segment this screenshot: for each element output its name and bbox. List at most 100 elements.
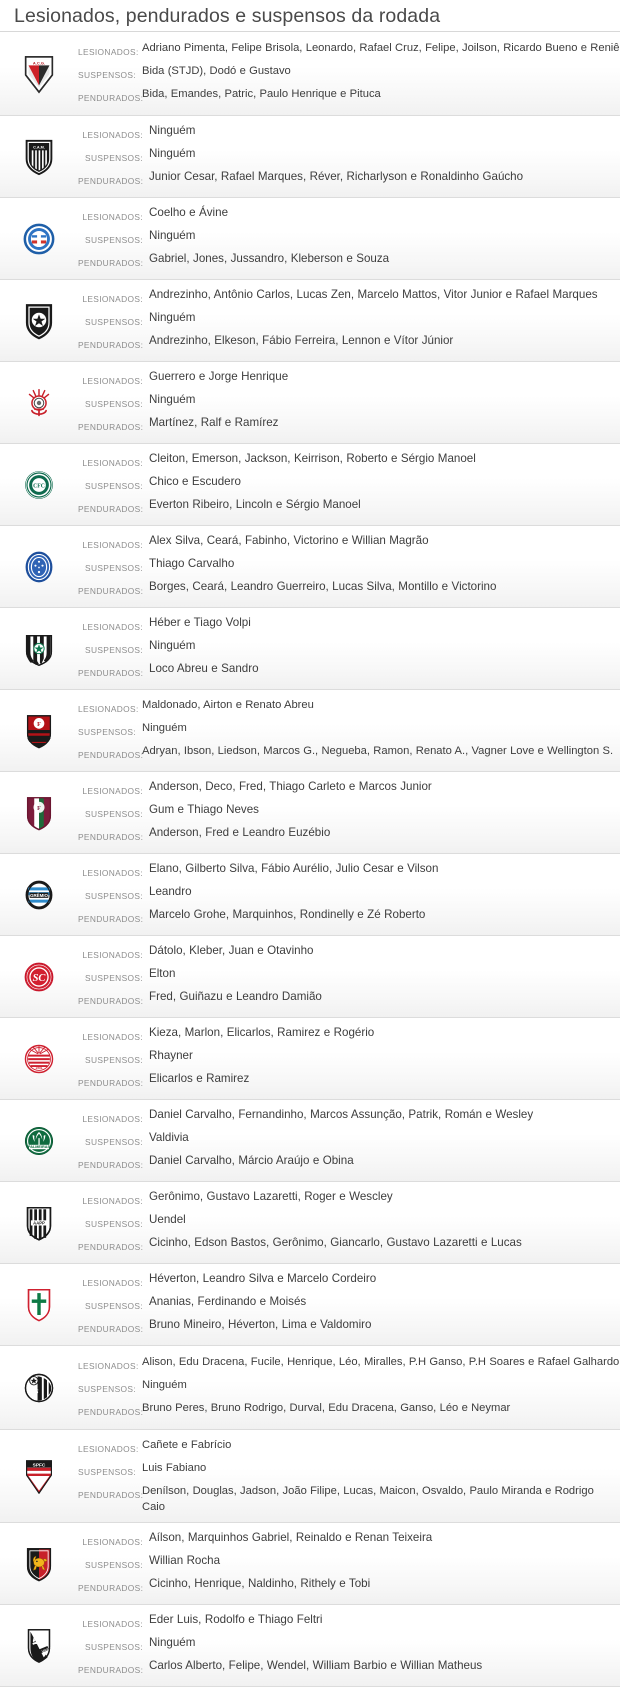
label-suspensos: SUSPENSOS: <box>85 1137 143 1147</box>
label-lesionados: LESIONADOS: <box>78 1444 139 1454</box>
info-line-lesionados: LESIONADOS: Andrezinho, Antônio Carlos, L… <box>78 287 620 308</box>
svg-text:F: F <box>37 805 41 811</box>
label-suspensos: SUSPENSOS: <box>85 1560 143 1570</box>
team-row: GRÊMIO LESIONADOS: Elano, Gilberto Silva,… <box>0 854 620 936</box>
value-lesionados: Maldonado, Airton e Renato Abreu <box>142 699 314 711</box>
label-pendurados: PENDURADOS: <box>78 586 144 596</box>
info-line-lesionados: LESIONADOS: Elano, Gilberto Silva, Fábio … <box>78 861 620 882</box>
value-suspensos: Ninguém <box>149 1636 196 1649</box>
team-crest-cell: VASCO <box>0 1605 78 1686</box>
sao-paulo-crest: SPFC <box>21 1456 57 1496</box>
team-row: CFC LESIONADOS: Cleiton, Emerson, Jackson… <box>0 444 620 526</box>
info-line-suspensos: SUSPENSOS: Elton <box>78 966 620 987</box>
label-lesionados: LESIONADOS: <box>82 130 143 140</box>
team-row: C.A.M. LESIONADOS: Ninguém SUSPENSOS: Ningu… <box>0 116 620 198</box>
svg-text:CFC: CFC <box>33 483 45 489</box>
label-pendurados: PENDURADOS: <box>78 258 144 268</box>
label-lesionados: LESIONADOS: <box>82 458 143 468</box>
team-row: LESIONADOS: Héber e Tiago Volpi SUSPENSOS:… <box>0 608 620 690</box>
info-line-pendurados: PENDURADOS: Marcelo Grohe, Marquinhos, Ro… <box>78 907 620 928</box>
info-line-lesionados: LESIONADOS: Alison, Edu Dracena, Fucile, … <box>78 1354 620 1375</box>
info-line-pendurados: PENDURADOS: Bruno Peres, Bruno Rodrigo, D… <box>78 1400 620 1421</box>
team-crest-cell: F <box>0 690 78 771</box>
info-line-pendurados: PENDURADOS: Everton Ribeiro, Lincoln e Sé… <box>78 497 620 518</box>
figueirense-crest <box>21 629 57 669</box>
label-pendurados: PENDURADOS: <box>78 668 144 678</box>
label-suspensos: SUSPENSOS: <box>85 399 143 409</box>
info-line-lesionados: LESIONADOS: Héverton, Leandro Silva e Mar… <box>78 1271 620 1292</box>
label-suspensos: SUSPENSOS: <box>85 481 143 491</box>
value-lesionados: Anderson, Deco, Fred, Thiago Carleto e M… <box>149 780 432 793</box>
team-info-cell: LESIONADOS: Andrezinho, Antônio Carlos, L… <box>78 280 620 361</box>
team-row: SPFC LESIONADOS: Cañete e Fabrício SUSPENS… <box>0 1430 620 1523</box>
info-line-pendurados: PENDURADOS: Bida, Emandes, Patric, Paulo … <box>78 86 620 107</box>
label-lesionados: LESIONADOS: <box>82 540 143 550</box>
flamengo-crest: F <box>21 711 57 751</box>
info-line-suspensos: SUSPENSOS: Ninguém <box>78 228 620 249</box>
team-row: VASCO LESIONADOS: Eder Luis, Rodolfo e Th… <box>0 1605 620 1687</box>
label-suspensos: SUSPENSOS: <box>85 1301 143 1311</box>
svg-text:F: F <box>37 721 41 727</box>
team-crest-cell <box>0 280 78 361</box>
value-suspensos: Uendel <box>149 1213 186 1226</box>
info-line-suspensos: SUSPENSOS: Gum e Thiago Neves <box>78 802 620 823</box>
value-pendurados: Cicinho, Henrique, Naldinho, Rithely e T… <box>149 1577 371 1590</box>
label-pendurados: PENDURADOS: <box>78 1324 144 1334</box>
info-line-pendurados: PENDURADOS: Bruno Mineiro, Héverton, Lima… <box>78 1317 620 1338</box>
value-suspensos: Rhayner <box>149 1049 193 1062</box>
value-suspensos: Willian Rocha <box>149 1554 221 1567</box>
value-lesionados: Eder Luis, Rodolfo e Thiago Feltri <box>149 1613 323 1626</box>
value-suspensos: Ninguém <box>149 229 196 242</box>
team-crest-cell <box>0 1264 78 1345</box>
team-info-cell: LESIONADOS: Anderson, Deco, Fred, Thiago … <box>78 772 620 853</box>
svg-text:1901: 1901 <box>35 1065 42 1069</box>
label-suspensos: SUSPENSOS: <box>85 235 143 245</box>
label-suspensos: SUSPENSOS: <box>78 727 136 737</box>
label-pendurados: PENDURADOS: <box>78 1407 144 1417</box>
team-info-cell: LESIONADOS: Alex Silva, Ceará, Fabinho, V… <box>78 526 620 607</box>
team-crest-cell: CFC <box>0 444 78 525</box>
page-header: Lesionados, pendurados e suspensos da ro… <box>0 0 620 31</box>
info-line-pendurados: PENDURADOS: Daniel Carvalho, Márcio Araúj… <box>78 1153 620 1174</box>
value-lesionados: Dátolo, Kleber, Juan e Otavinho <box>149 944 314 957</box>
value-pendurados: Anderson, Fred e Leandro Euzébio <box>149 826 331 839</box>
info-line-lesionados: LESIONADOS: Héber e Tiago Volpi <box>78 615 620 636</box>
label-suspensos: SUSPENSOS: <box>78 1384 136 1394</box>
info-line-suspensos: SUSPENSOS: Ninguém <box>78 1635 620 1656</box>
info-line-lesionados: LESIONADOS: Daniel Carvalho, Fernandinho,… <box>78 1107 620 1128</box>
label-lesionados: LESIONADOS: <box>82 950 143 960</box>
label-lesionados: LESIONADOS: <box>82 1032 143 1042</box>
value-lesionados: Kieza, Marlon, Elicarlos, Ramirez e Rogé… <box>149 1026 375 1039</box>
value-lesionados: Ninguém <box>149 124 196 137</box>
info-line-pendurados: PENDURADOS: Fred, Guiñazu e Leandro Damiã… <box>78 989 620 1010</box>
value-suspensos: Gum e Thiago Neves <box>149 803 259 816</box>
label-pendurados: PENDURADOS: <box>78 1490 144 1500</box>
value-suspensos: Valdivia <box>149 1131 189 1144</box>
value-lesionados: Alex Silva, Ceará, Fabinho, Victorino e … <box>149 534 429 547</box>
team-info-cell: LESIONADOS: Elano, Gilberto Silva, Fábio … <box>78 854 620 935</box>
value-lesionados: Héverton, Leandro Silva e Marcelo Cordei… <box>149 1272 377 1285</box>
svg-text:S: S <box>35 1389 39 1395</box>
value-pendurados: Martínez, Ralf e Ramírez <box>149 416 279 429</box>
svg-text:A.C.G.: A.C.G. <box>33 60 45 65</box>
svg-text:C.A.M.: C.A.M. <box>33 145 45 149</box>
team-info-cell: LESIONADOS: Gerônimo, Gustavo Lazaretti, … <box>78 1182 620 1263</box>
value-suspensos: Ninguém <box>142 722 187 734</box>
sport-crest <box>21 1544 57 1584</box>
portuguesa-crest <box>21 1285 57 1325</box>
svg-text:PALMEIRAS: PALMEIRAS <box>28 1145 51 1149</box>
info-line-pendurados: PENDURADOS: Anderson, Fred e Leandro Euzé… <box>78 825 620 846</box>
team-info-cell: LESIONADOS: Kieza, Marlon, Elicarlos, Ram… <box>78 1018 620 1099</box>
label-lesionados: LESIONADOS: <box>82 1114 143 1124</box>
info-line-pendurados: PENDURADOS: Denílson, Douglas, Jadson, Jo… <box>78 1483 620 1515</box>
label-suspensos: SUSPENSOS: <box>78 70 136 80</box>
info-line-pendurados: PENDURADOS: Loco Abreu e Sandro <box>78 661 620 682</box>
value-lesionados: Gerônimo, Gustavo Lazaretti, Roger e Wes… <box>149 1190 393 1203</box>
coritiba-crest: CFC <box>21 465 57 505</box>
label-suspensos: SUSPENSOS: <box>85 973 143 983</box>
team-info-cell: LESIONADOS: Eder Luis, Rodolfo e Thiago F… <box>78 1605 620 1686</box>
info-line-suspensos: SUSPENSOS: Ninguém <box>78 146 620 167</box>
label-pendurados: PENDURADOS: <box>78 750 144 760</box>
team-row: LESIONADOS: Guerrero e Jorge Henrique SUSP… <box>0 362 620 444</box>
value-pendurados: Cicinho, Edson Bastos, Gerônimo, Giancar… <box>149 1236 522 1249</box>
